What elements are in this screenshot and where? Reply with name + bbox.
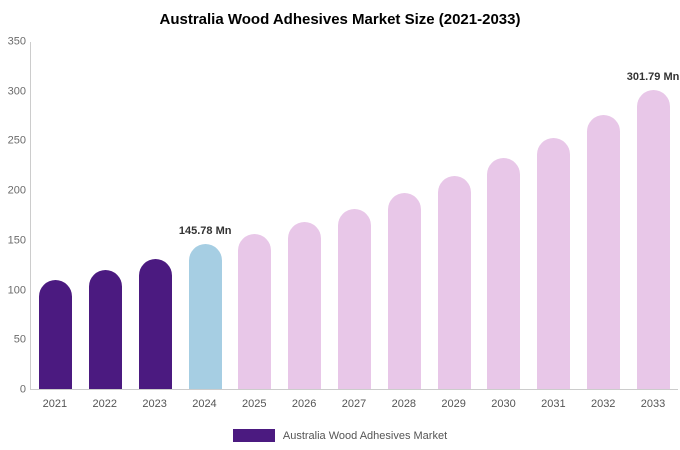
bar-slot bbox=[578, 42, 628, 389]
y-tick-label: 300 bbox=[7, 85, 26, 98]
x-tick-label: 2026 bbox=[291, 398, 317, 410]
bar-slot bbox=[330, 42, 380, 389]
x-tick-label: 2029 bbox=[441, 398, 466, 410]
y-tick-label: 250 bbox=[7, 134, 26, 147]
y-tick-label: 0 bbox=[19, 383, 26, 396]
legend: Australia Wood Adhesives Market bbox=[0, 429, 680, 442]
bar-2028 bbox=[387, 192, 421, 389]
x-tick-label: 2028 bbox=[391, 398, 417, 410]
bar-2025 bbox=[238, 234, 272, 389]
bar-2032 bbox=[586, 115, 620, 389]
bar-slot bbox=[230, 42, 280, 389]
y-tick-label: 350 bbox=[7, 35, 26, 48]
chart-title: Australia Wood Adhesives Market Size (20… bbox=[159, 11, 521, 28]
bar-slot bbox=[479, 42, 529, 389]
x-tick-label: 2025 bbox=[242, 398, 267, 410]
x-tick-label: 2022 bbox=[92, 398, 117, 410]
bar-2022 bbox=[89, 270, 123, 389]
bar-2033: 301.79 Mn bbox=[627, 71, 679, 389]
y-axis: 0 50 100 150 200 250 300 350 bbox=[0, 36, 26, 395]
x-tick-label: 2027 bbox=[341, 398, 367, 410]
bar-2026 bbox=[288, 222, 322, 389]
bar-slot bbox=[280, 42, 330, 389]
bars: 145.78 Mn 301.79 Mn bbox=[31, 42, 679, 389]
plot-area: 145.78 Mn 301.79 Mn bbox=[30, 42, 679, 390]
bar-slot bbox=[429, 42, 479, 389]
bar-slot bbox=[529, 42, 579, 389]
bar-slot: 145.78 Mn bbox=[179, 42, 231, 389]
bar-slot bbox=[131, 42, 181, 389]
x-tick-label: 2021 bbox=[42, 398, 68, 410]
bar-2021 bbox=[39, 279, 73, 389]
bar-2030 bbox=[487, 158, 521, 389]
data-label: 301.79 Mn bbox=[626, 70, 680, 83]
x-tick-label: 2024 bbox=[192, 398, 217, 410]
bar-2031 bbox=[537, 138, 571, 389]
data-label: 145.78 Mn bbox=[178, 225, 232, 238]
x-tick-label: 2033 bbox=[640, 398, 666, 410]
bar-slot bbox=[81, 42, 131, 389]
x-axis: 2021 2022 2023 2024 2025 2026 2027 2028 2029 2030… bbox=[30, 398, 678, 410]
bar-slot: 301.79 Mn bbox=[627, 42, 679, 389]
bar-2023 bbox=[138, 259, 172, 389]
bar-slot bbox=[379, 42, 429, 389]
legend-swatch bbox=[232, 429, 275, 442]
bar-2029 bbox=[437, 175, 471, 389]
x-tick-label: 2031 bbox=[541, 398, 566, 410]
y-tick-label: 50 bbox=[13, 333, 26, 346]
x-tick-label: 2023 bbox=[142, 398, 167, 410]
x-tick-label: 2030 bbox=[491, 398, 516, 410]
bar-2024: 145.78 Mn bbox=[179, 225, 231, 389]
y-tick-label: 150 bbox=[7, 234, 26, 247]
bar-2027 bbox=[337, 208, 371, 389]
x-tick-label: 2032 bbox=[590, 398, 616, 410]
y-tick-label: 200 bbox=[7, 184, 26, 197]
legend-label: Australia Wood Adhesives Market bbox=[282, 429, 448, 442]
bar-slot bbox=[31, 42, 81, 389]
y-tick-label: 100 bbox=[7, 284, 26, 297]
